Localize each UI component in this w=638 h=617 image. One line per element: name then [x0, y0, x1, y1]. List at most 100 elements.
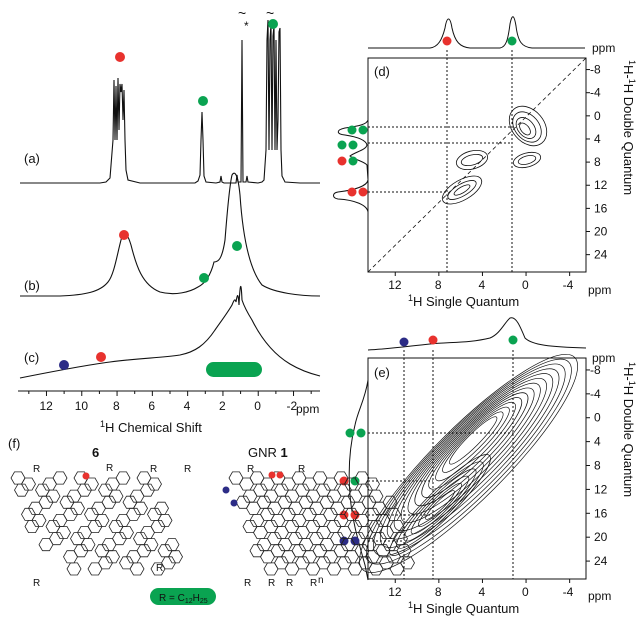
contour-e-lower: [425, 490, 455, 520]
marker-red-b: [119, 230, 129, 240]
marker-blue-c: [59, 360, 69, 370]
x-label-d: 1H Single Quantum: [408, 293, 519, 309]
contour-e: [442, 411, 504, 473]
y-tick-label: 8: [594, 155, 601, 169]
y-unit-d: ppm: [592, 41, 615, 55]
contour-e: [400, 382, 541, 523]
contour-e: [366, 358, 572, 565]
x-tick-label: 4: [478, 278, 485, 292]
y-tick-label: 12: [594, 482, 608, 496]
hexagon-ring: [389, 520, 405, 533]
x-tick-label: 0: [522, 278, 529, 292]
y-tick-label: 4: [594, 435, 601, 449]
hexagon-ring: [63, 507, 78, 521]
marker-green-d-l3: [337, 140, 347, 150]
r-label: R: [310, 578, 317, 589]
label-f: (f): [8, 436, 20, 451]
x-unit-d: ppm: [588, 283, 611, 297]
hexagon-ring: [150, 520, 166, 533]
hexagon-ring: [400, 556, 415, 570]
structure-gnr: [228, 471, 415, 576]
projection-d-top: [368, 16, 585, 49]
marker-green-e-l2: [356, 428, 366, 438]
contour-e: [379, 368, 560, 548]
y-label-e: 1H-1H Double Quantum: [621, 362, 637, 497]
hexagon-ring: [161, 556, 176, 570]
hexagon-ring: [77, 483, 92, 497]
tick-label-1d: 6: [148, 399, 155, 413]
y-tick-label: -4: [590, 387, 601, 401]
frame-d: [367, 57, 587, 273]
r-legend-pill: [150, 588, 216, 605]
contour-e: [386, 373, 554, 540]
r-legend-text: R = C12H25: [159, 593, 208, 605]
label-e: (e): [374, 365, 390, 380]
projection-e-left: [348, 358, 369, 581]
y-tick-label: 0: [594, 109, 601, 123]
r-label: R: [247, 464, 254, 475]
marker-red-c: [96, 352, 106, 362]
x-label-e: 1H Single Quantum: [408, 600, 519, 616]
hexagon-ring: [126, 507, 141, 521]
x-ticks-1d: 12 10 8 6 4 2 0 -2: [28, 391, 312, 413]
tick-label-1d: 2: [219, 399, 226, 413]
r-label: R: [244, 578, 251, 589]
y-tick-label: 0: [594, 411, 601, 425]
marker-blue-f1: [222, 486, 230, 494]
marker-blue-e-top: [399, 337, 409, 347]
hexagon-ring: [66, 562, 82, 576]
marker-green-d-l2: [358, 125, 368, 135]
y-tick-label: 8: [594, 459, 601, 473]
hexagon-ring: [98, 556, 113, 570]
marker-green-d-top: [507, 36, 517, 46]
hexagon-ring: [112, 532, 127, 546]
tick-label-1d: 0: [254, 399, 261, 413]
tick-label-1d: -2: [287, 399, 298, 413]
gnr-label: GNR 1: [248, 445, 288, 460]
marker-red-f3: [276, 471, 284, 479]
marker-red-e-top: [428, 335, 438, 345]
projection-e-top: [367, 317, 587, 351]
y-tick-label: 16: [594, 201, 608, 215]
x-unit-e: ppm: [588, 589, 611, 603]
diagonal-d: [367, 57, 587, 273]
n-label: n: [318, 575, 324, 586]
r-label: R: [184, 464, 191, 475]
tick-label-1d: 10: [75, 399, 89, 413]
label-c: (c): [24, 350, 39, 365]
y-tick-label: 12: [594, 178, 608, 192]
spectra-1d: (a) * ~ ~ (b) (c) 12 10 8 6 4 2 0 -2 ppm 1H Che…: [18, 5, 321, 435]
x-tick-label: 8: [435, 278, 442, 292]
hexagon-ring: [14, 483, 29, 497]
r-label: R: [106, 463, 113, 474]
contour-e: [435, 406, 510, 482]
hexagon-ring: [73, 544, 89, 558]
marker-red-f2: [268, 471, 276, 479]
marker-red-d-l8: [358, 187, 368, 197]
panel-d: 12 8 4 0 -4 -8 -4 0 4 8 12 16 20 24 (d) ppm ppm 1H Si…: [333, 16, 637, 309]
spectrum-a: [20, 19, 320, 184]
hexagon-ring: [49, 532, 64, 546]
tick-label-1d: 8: [113, 399, 120, 413]
marker-green-a2: [268, 19, 278, 29]
hexagon-ring: [52, 471, 68, 485]
asterisk-a: *: [244, 19, 249, 33]
hexagon-ring: [136, 544, 152, 558]
r-label: R: [298, 464, 305, 475]
r-label: R: [286, 578, 293, 589]
compound-6-label: 6: [92, 445, 99, 460]
y-tick-label: 20: [594, 530, 608, 544]
y-label-d: 1H-1H Double Quantum: [621, 60, 637, 195]
contour-e: [449, 416, 498, 465]
label-a: (a): [24, 151, 40, 166]
structure-6: [10, 471, 183, 576]
hexagon-ring: [140, 483, 155, 497]
tick-label-1d: 4: [184, 399, 191, 413]
contour-e-lower: [410, 475, 470, 535]
x-tick-label: 12: [388, 585, 402, 599]
x-unit-1d: ppm: [296, 402, 319, 416]
hexagon-ring: [129, 562, 145, 576]
r-label: R: [150, 464, 157, 475]
marker-green-e-l4: [350, 476, 360, 486]
